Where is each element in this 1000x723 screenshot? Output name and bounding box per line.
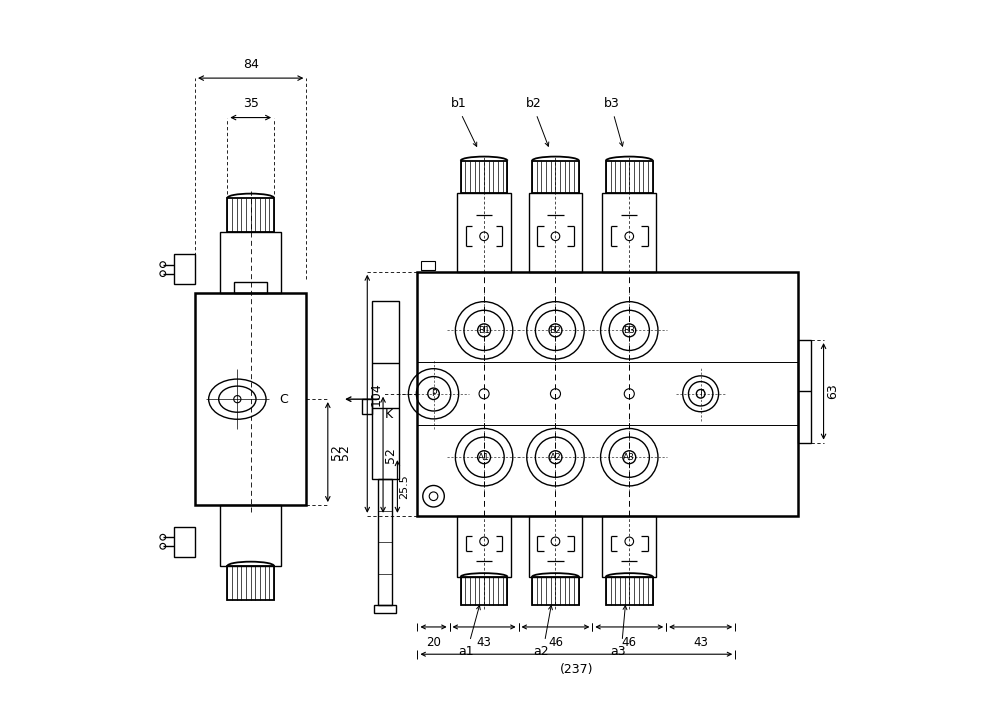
Text: 52: 52 (330, 444, 343, 460)
Text: 63: 63 (826, 383, 839, 399)
Text: a3: a3 (611, 645, 626, 658)
Text: 46: 46 (622, 636, 637, 649)
Bar (372, 301, 399, 479)
Bar (461, 161, 507, 193)
Text: A3: A3 (623, 453, 635, 462)
Text: P: P (431, 389, 436, 398)
Text: 52: 52 (338, 444, 351, 460)
Bar (227, 566, 274, 600)
Bar (606, 161, 653, 193)
Text: A1: A1 (478, 453, 490, 462)
Bar (174, 526, 195, 557)
Bar (532, 577, 579, 605)
Bar (457, 515, 511, 577)
Text: 43: 43 (693, 636, 708, 649)
Text: K: K (385, 408, 393, 421)
Bar (602, 193, 656, 272)
Text: a2: a2 (533, 645, 549, 658)
Text: 52: 52 (384, 447, 397, 463)
Text: B2: B2 (550, 326, 561, 335)
Text: B1: B1 (478, 326, 490, 335)
Bar (457, 193, 511, 272)
Text: 104: 104 (369, 382, 382, 406)
Text: b2: b2 (526, 98, 542, 111)
Bar (234, 283, 267, 294)
Text: 43: 43 (477, 636, 492, 649)
Text: A2: A2 (550, 453, 561, 462)
Text: 84: 84 (243, 58, 259, 71)
Bar (421, 261, 435, 270)
Text: b3: b3 (603, 98, 619, 111)
Bar (461, 577, 507, 605)
Bar (362, 399, 372, 414)
Bar (220, 232, 281, 294)
Text: 35: 35 (243, 98, 259, 111)
Bar (174, 254, 195, 284)
Bar (606, 577, 653, 605)
Bar (417, 272, 798, 515)
Bar (374, 605, 396, 612)
Text: 20: 20 (426, 636, 441, 649)
Text: (237): (237) (560, 663, 593, 676)
Text: 25.5: 25.5 (400, 474, 410, 499)
Bar (602, 515, 656, 577)
Bar (529, 515, 582, 577)
Bar (378, 479, 392, 605)
Text: b1: b1 (451, 98, 467, 111)
Bar (798, 340, 811, 442)
Text: B3: B3 (623, 326, 635, 335)
Text: a1: a1 (458, 645, 474, 658)
Text: 46: 46 (548, 636, 563, 649)
Bar (529, 193, 582, 272)
Bar (220, 505, 281, 566)
Bar (195, 294, 306, 505)
Bar (532, 161, 579, 193)
Bar (227, 198, 274, 232)
Text: T: T (698, 389, 703, 398)
Text: C: C (279, 393, 288, 406)
